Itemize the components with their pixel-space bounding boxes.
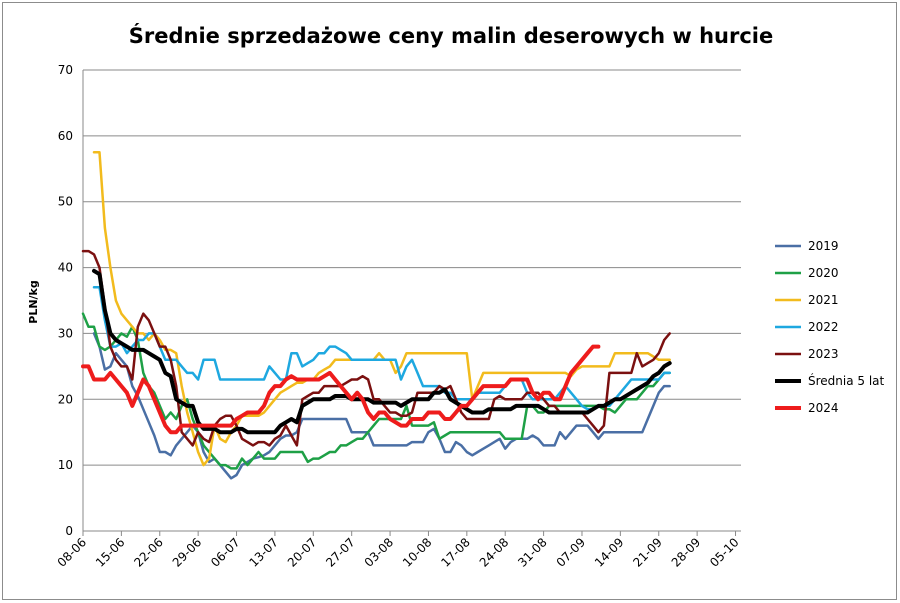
- x-tick-label: 28-09: [669, 535, 704, 570]
- x-tick-label: 27-07: [323, 535, 358, 570]
- x-tick-label: 29-06: [170, 535, 205, 570]
- series-line-2021: [92, 151, 671, 467]
- y-tick-label: 30: [58, 326, 73, 340]
- x-tick-label: 05-10: [707, 535, 742, 570]
- legend-item: 2020: [775, 266, 839, 280]
- legend-item: Średnia 5 lat: [775, 373, 885, 388]
- x-tick-label: 20-07: [285, 535, 320, 570]
- x-tick-label: 10-08: [400, 535, 435, 570]
- legend-label: 2020: [808, 266, 839, 280]
- y-tick-label: 20: [58, 392, 73, 406]
- x-tick-label: 15-06: [93, 535, 128, 570]
- series-line-2024: [81, 344, 601, 435]
- legend-item: 2024: [775, 401, 839, 415]
- x-tick-label: 14-09: [592, 535, 627, 570]
- x-tick-label: 24-08: [477, 535, 512, 570]
- chart: Średnie sprzedażowe ceny malin deserowyc…: [27, 23, 885, 570]
- legend: 2019 2020 2021 2022 2023 Średnia 5 lat 2024: [775, 239, 885, 415]
- x-tick-label: 03-08: [362, 535, 397, 570]
- x-tick-label: 07-09: [554, 535, 589, 570]
- x-tick-label: 13-07: [246, 535, 281, 570]
- series-line-2022: [92, 286, 671, 411]
- legend-label: 2021: [808, 293, 839, 307]
- series-line-2019: [92, 332, 671, 480]
- x-tick-label: 06-07: [208, 535, 243, 570]
- y-tick-label: 60: [58, 129, 73, 143]
- legend-item: 2019: [775, 239, 839, 253]
- x-tick-label: 17-08: [438, 535, 473, 570]
- x-tick-label: 08-06: [55, 535, 90, 570]
- y-tick-label: 10: [58, 458, 73, 472]
- legend-label: 2019: [808, 239, 839, 253]
- legend-label: Średnia 5 lat: [808, 373, 885, 388]
- series-lines: [81, 151, 672, 480]
- y-tick-label: 70: [58, 63, 73, 77]
- x-tick-label: 22-06: [131, 535, 166, 570]
- legend-item: 2022: [775, 320, 839, 334]
- legend-label: 2022: [808, 320, 839, 334]
- y-axis-label: PLN/kg: [27, 280, 40, 323]
- series-line-2020: [81, 312, 671, 470]
- y-tick-label: 0: [65, 524, 73, 538]
- series-line-średnia-5-lat: [92, 268, 672, 435]
- x-tick-label: 21-09: [630, 535, 665, 570]
- legend-item: 2021: [775, 293, 839, 307]
- y-axis-ticks: 0 10 20 30 40 50 60 70: [58, 63, 73, 538]
- x-axis-ticks: 08-06 15-06 22-06 29-06 06-07 13-07 20-07 27-07…: [55, 531, 742, 570]
- y-tick-label: 50: [58, 195, 73, 209]
- x-tick-label: 31-08: [515, 535, 550, 570]
- legend-item: 2023: [775, 347, 839, 361]
- grid: [82, 69, 741, 532]
- legend-label: 2023: [808, 347, 839, 361]
- legend-label: 2024: [808, 401, 839, 415]
- y-tick-label: 40: [58, 261, 73, 275]
- chart-title: Średnie sprzedażowe ceny malin deserowyc…: [129, 23, 773, 48]
